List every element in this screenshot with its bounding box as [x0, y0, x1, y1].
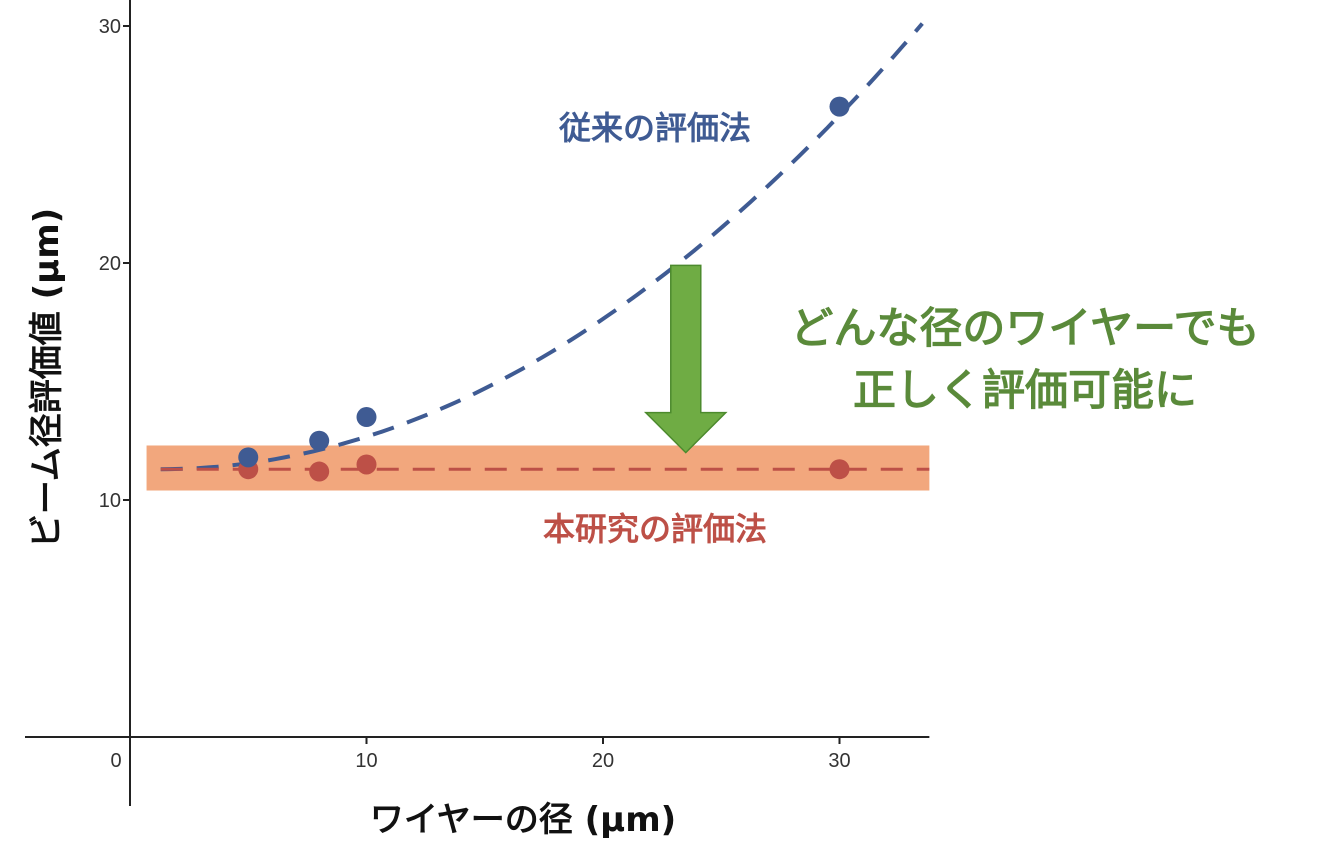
callout-line-2: 正しく評価可能に — [853, 366, 1197, 416]
x-tick-label: 0 — [110, 750, 121, 772]
conventional-fit-curve — [160, 22, 924, 472]
conventional-point — [356, 407, 377, 428]
series-label-proposed: 本研究の評価法 — [543, 510, 767, 548]
x-tick-label: 30 — [828, 750, 850, 772]
axis-labels: 10 20 30 0 10 20 30 — [99, 16, 851, 772]
x-tick-label: 20 — [592, 750, 614, 772]
callout-text: どんな径のワイヤーでも 正しく評価可能に — [745, 298, 1305, 422]
proposed-point — [356, 454, 377, 475]
proposed-point — [829, 459, 850, 480]
callout-line-1: どんな径のワイヤーでも — [790, 304, 1260, 354]
x-axis-title: ワイヤーの径 (μm) — [370, 800, 676, 840]
data-points — [238, 96, 850, 482]
series-label-conventional: 従来の評価法 — [558, 109, 751, 147]
conventional-point — [829, 96, 850, 117]
y-tick-label: 20 — [99, 253, 121, 275]
axes — [25, 0, 930, 806]
x-tick-label: 10 — [355, 750, 377, 772]
conventional-point — [309, 430, 330, 451]
y-axis-title: ビーム径評価値 (μm) — [27, 208, 67, 548]
improvement-arrow — [643, 264, 728, 454]
conventional-point — [238, 447, 259, 468]
y-tick-label: 30 — [99, 16, 121, 38]
proposed-point — [309, 461, 330, 482]
y-tick-label: 10 — [99, 490, 121, 512]
